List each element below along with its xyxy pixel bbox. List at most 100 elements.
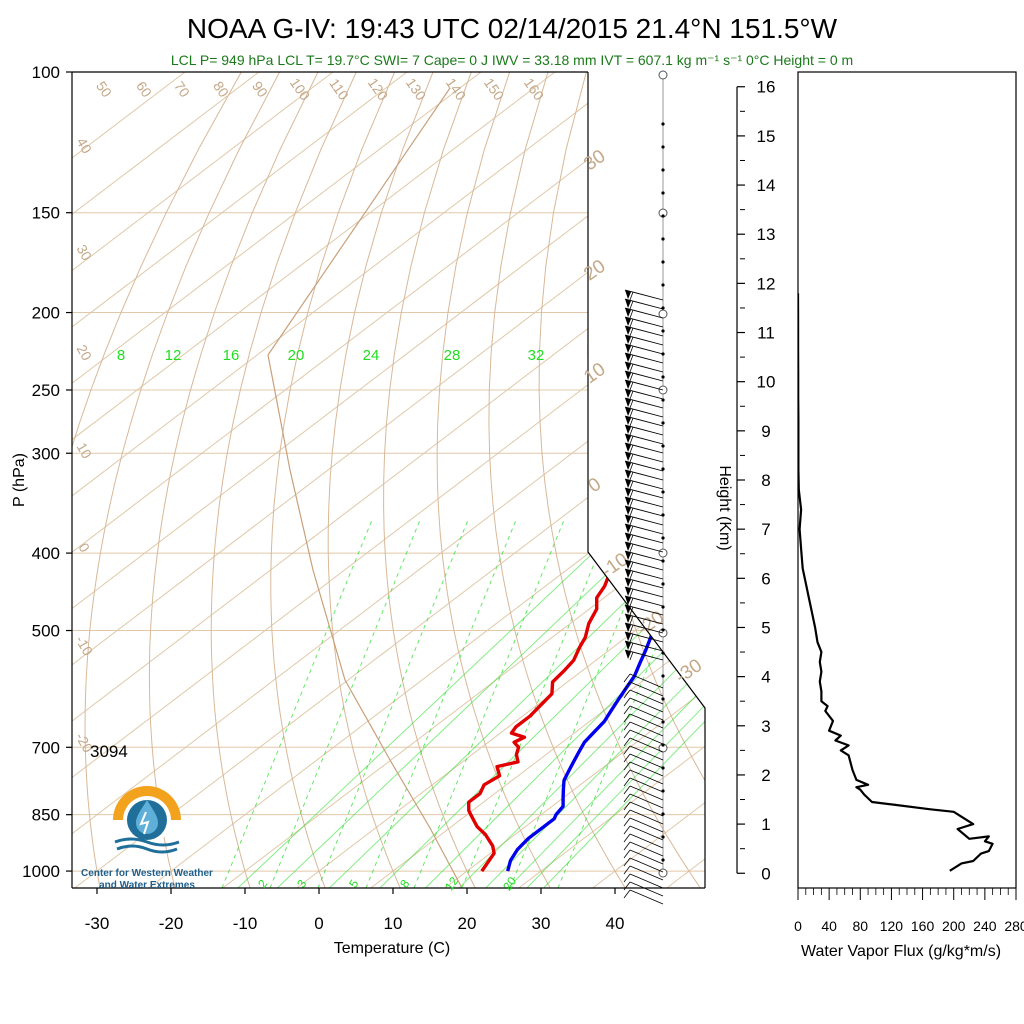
isotherm-line [518, 72, 705, 888]
wind-barb-flag [625, 488, 631, 497]
isotherm-line [72, 72, 705, 888]
dry-adiabat-line [488, 72, 626, 888]
wind-barb-staff [629, 737, 664, 753]
mixing-ratio-label: 12 [165, 347, 182, 364]
wind-dot [661, 536, 665, 540]
wind-barb-staff [624, 505, 664, 517]
pressure-tick-label: 200 [32, 304, 60, 323]
wind-barb-staff [624, 568, 664, 580]
wind-barb-feather [629, 435, 634, 445]
wind-barb-staff [629, 817, 664, 833]
isotherm-label: 20 [74, 342, 96, 364]
pressure-tick-label: 500 [32, 622, 60, 641]
wind-barb-staff [624, 442, 664, 454]
isotherm-line [72, 72, 334, 888]
wind-barb-staff [624, 343, 664, 355]
wind-barb-feather [629, 417, 634, 427]
wind-dot [661, 421, 665, 425]
temperature-tick-label: -20 [159, 914, 184, 933]
wind-dot [661, 490, 665, 494]
wind-dot [661, 835, 665, 839]
wind-barb-staff [624, 424, 664, 436]
dry-adiabat-label: 70 [171, 78, 193, 100]
height-axis-label: Height (Km) [716, 465, 733, 550]
wind-barb-staff [629, 809, 664, 825]
side-isotherm-label: 30 [580, 146, 609, 175]
dewpoint-profile-line [506, 314, 662, 872]
wind-barb-feather [623, 793, 631, 803]
flux-tick-label: 200 [942, 918, 966, 934]
wind-barb-flag [625, 461, 631, 470]
mixing-ratio-label: 20 [288, 347, 305, 364]
temperature-tick-label: 30 [532, 914, 551, 933]
wind-barb-feather [629, 444, 634, 454]
flux-axis-label: Water Vapor Flux (g/kg*m/s) [801, 943, 1001, 960]
wind-barb-staff [629, 681, 664, 697]
wind-barb-feather [629, 588, 634, 598]
temperature-tick-label: 40 [606, 914, 625, 933]
wind-barb-feather [623, 889, 631, 899]
wind-barb-flag [625, 443, 631, 452]
height-tick-label: 12 [757, 274, 776, 293]
wind-barb-flag [625, 578, 631, 587]
height-tick-label: 14 [757, 176, 776, 195]
logo-bolt-icon [139, 811, 150, 835]
dry-adiabat-line [436, 72, 551, 888]
wind-barb-flag [625, 398, 631, 407]
isotherm-line [72, 72, 260, 888]
temperature-tick-label: 20 [458, 914, 477, 933]
wind-dot [661, 444, 665, 448]
mixing-ratio-label: 28 [444, 347, 461, 364]
wind-barb-staff [624, 496, 664, 508]
wind-barb-feather [629, 561, 634, 571]
wind-barb-feather [629, 525, 634, 535]
mixing-ratio-line [543, 360, 705, 888]
dry-adiabat-line [931, 72, 1024, 888]
wind-barb-flag [625, 632, 631, 641]
isotherm-line [72, 72, 704, 888]
wind-barb-staff [629, 769, 664, 785]
flux-tick-label: 240 [973, 918, 997, 934]
isotherm-line [370, 72, 705, 888]
wind-dot [661, 214, 665, 218]
wind-barb-feather [623, 849, 631, 859]
wind-barb-feather [629, 462, 634, 472]
wind-barb-staff [629, 873, 664, 889]
wind-barb-staff [629, 833, 664, 849]
wind-barb-staff [629, 825, 664, 841]
isotherm-line [72, 72, 556, 888]
pressure-tick-label: 100 [32, 63, 60, 82]
dry-adiabat-line [811, 72, 1024, 888]
wind-barb-flag [625, 650, 631, 659]
flux-tick-label: 80 [852, 918, 868, 934]
flux-frame [797, 71, 1017, 889]
wind-barb-staff [624, 352, 664, 364]
flux-tick-label: 40 [821, 918, 837, 934]
pressure-tick-label: 150 [32, 204, 60, 223]
wind-barb-flag [625, 524, 631, 533]
wind-barb-flag [625, 551, 631, 560]
wind-barb-staff [624, 631, 664, 643]
wind-barb-feather [623, 753, 631, 763]
chart-title: NOAA G-IV: 19:43 UTC 02/14/2015 21.4°N 1… [187, 13, 838, 44]
wind-barb-feather [623, 801, 631, 811]
wind-barb-staff [624, 298, 664, 310]
mixing-ratio-line [526, 360, 705, 888]
wind-barb-staff [629, 673, 664, 689]
wind-dot [661, 467, 665, 471]
wind-barb-flag [625, 641, 631, 650]
pressure-tick-label: 700 [32, 738, 60, 757]
plot-frame-right [587, 72, 706, 888]
pressure-tick-label: 300 [32, 444, 60, 463]
wind-barb-flag [625, 596, 631, 605]
wind-barb-staff [629, 713, 664, 729]
wind-barb-feather [629, 318, 634, 328]
wind-barb-flag [625, 515, 631, 524]
height-tick-label: 6 [761, 569, 770, 588]
wind-barb-flag [625, 389, 631, 398]
wind-barb-staff [629, 745, 664, 761]
mixing-ratio-label: 20 [500, 874, 519, 893]
wind-barb-staff [624, 316, 664, 328]
logo-line-2: and Water Extremes [99, 880, 195, 891]
